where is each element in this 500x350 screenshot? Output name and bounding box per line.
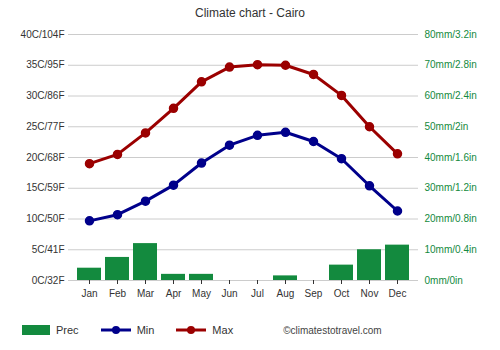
svg-text:Jan: Jan: [81, 288, 97, 299]
svg-text:70mm/2.8in: 70mm/2.8in: [425, 59, 477, 70]
svg-text:60mm/2.4in: 60mm/2.4in: [425, 90, 477, 101]
svg-text:Nov: Nov: [361, 288, 379, 299]
svg-text:25C/77F: 25C/77F: [26, 121, 64, 132]
svg-text:40mm/1.6in: 40mm/1.6in: [425, 152, 477, 163]
html-text:Min: Min: [136, 324, 155, 336]
svg-text:5C/41F: 5C/41F: [32, 244, 65, 255]
svg-text:Sep: Sep: [305, 288, 323, 299]
svg-text:30C/86F: 30C/86F: [26, 90, 64, 101]
svg-text:10C/50F: 10C/50F: [26, 213, 64, 224]
svg-text:0mm/0in: 0mm/0in: [425, 275, 463, 286]
svg-text:Dec: Dec: [389, 288, 407, 299]
svg-text:Jul: Jul: [251, 288, 264, 299]
svg-text:20C/68F: 20C/68F: [26, 152, 64, 163]
html-text:Climate chart - Cairo: Climate chart - Cairo: [195, 6, 305, 20]
html-text:Prec: Prec: [56, 324, 79, 336]
svg-text:30mm/1.2in: 30mm/1.2in: [425, 182, 477, 193]
svg-text:May: May: [192, 288, 211, 299]
svg-text:40C/104F: 40C/104F: [21, 29, 65, 40]
html-text:©climatestotravel.com: ©climatestotravel.com: [283, 324, 382, 336]
svg-text:Jun: Jun: [221, 288, 237, 299]
svg-text:50mm/2in: 50mm/2in: [425, 121, 469, 132]
svg-text:35C/95F: 35C/95F: [26, 59, 64, 70]
svg-text:Oct: Oct: [334, 288, 350, 299]
svg-text:Aug: Aug: [277, 288, 295, 299]
html-text:Max: Max: [212, 324, 234, 336]
svg-text:Apr: Apr: [166, 288, 182, 299]
svg-text:Mar: Mar: [137, 288, 155, 299]
svg-text:0C/32F: 0C/32F: [32, 275, 65, 286]
svg-text:10mm/0.4in: 10mm/0.4in: [425, 244, 477, 255]
svg-text:15C/59F: 15C/59F: [26, 182, 64, 193]
svg-text:Feb: Feb: [109, 288, 127, 299]
svg-text:20mm/0.8in: 20mm/0.8in: [425, 213, 477, 224]
svg-text:80mm/3.2in: 80mm/3.2in: [425, 29, 477, 40]
